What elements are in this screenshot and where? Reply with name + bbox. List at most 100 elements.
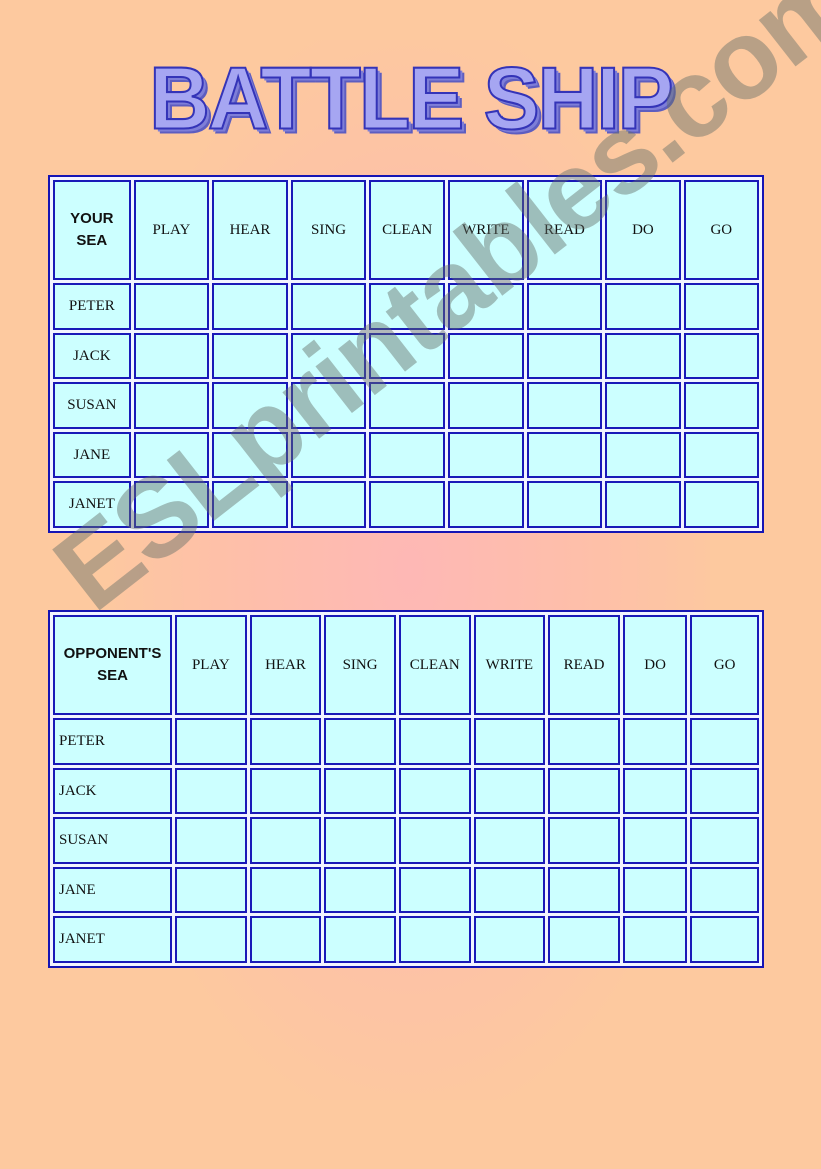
grid-cell[interactable] [398, 866, 471, 914]
grid-cell[interactable] [175, 718, 247, 765]
grid-cell[interactable] [133, 283, 210, 330]
grid-cell[interactable] [622, 767, 688, 815]
grid-cell[interactable] [290, 332, 367, 380]
grid-cell[interactable] [212, 382, 288, 429]
grid-cell[interactable] [448, 382, 524, 429]
grid-cell[interactable] [605, 431, 681, 479]
column-header: GO [683, 180, 759, 281]
grid-cell[interactable] [369, 481, 446, 528]
grid-cell[interactable] [212, 332, 288, 380]
grid-cell[interactable] [212, 481, 288, 528]
grid-cell[interactable] [290, 431, 367, 479]
row-label: JANE [53, 431, 131, 479]
grid-cell[interactable] [398, 767, 471, 815]
grid-cell[interactable] [683, 332, 759, 380]
row-label: JANET [53, 481, 131, 528]
grid-cell[interactable] [605, 283, 681, 330]
grid-cell[interactable] [690, 767, 759, 815]
grid-cell[interactable] [249, 718, 322, 765]
grid-cell[interactable] [683, 283, 759, 330]
table-row: JACK [53, 767, 759, 815]
grid-cell[interactable] [398, 718, 471, 765]
grid-cell[interactable] [622, 817, 688, 864]
grid-cell[interactable] [324, 916, 396, 963]
column-header: SING [324, 615, 396, 716]
grid-cell[interactable] [605, 332, 681, 380]
grid-cell[interactable] [175, 916, 247, 963]
grid-cell[interactable] [212, 283, 288, 330]
grid-cell[interactable] [249, 767, 322, 815]
column-header: HEAR [249, 615, 322, 716]
grid-cell[interactable] [526, 283, 603, 330]
corner-label: YOUR SEA [53, 180, 131, 281]
grid-cell[interactable] [175, 767, 247, 815]
grid-cell[interactable] [369, 332, 446, 380]
grid-cell[interactable] [448, 332, 524, 380]
corner-label-line2: SEA [97, 667, 128, 685]
grid-cell[interactable] [448, 431, 524, 479]
grid-cell[interactable] [324, 817, 396, 864]
grid-cell[interactable] [683, 431, 759, 479]
opponents-sea-grid: OPPONENT'S SEA PLAY HEAR SING CLEAN WRIT… [48, 610, 764, 968]
grid-cell[interactable] [526, 481, 603, 528]
grid-cell[interactable] [133, 431, 210, 479]
grid-cell[interactable] [473, 916, 546, 963]
column-header: READ [548, 615, 620, 716]
grid-cell[interactable] [324, 718, 396, 765]
grid-cell[interactable] [369, 283, 446, 330]
grid-cell[interactable] [369, 431, 446, 479]
corner-label-line1: OPPONENT'S [63, 645, 162, 663]
grid-cell[interactable] [133, 382, 210, 429]
header-row: OPPONENT'S SEA PLAY HEAR SING CLEAN WRIT… [53, 615, 759, 716]
grid-cell[interactable] [548, 718, 620, 765]
grid-cell[interactable] [622, 916, 688, 963]
table-row: JANE [53, 431, 759, 479]
grid-cell[interactable] [398, 817, 471, 864]
row-label: JANET [53, 916, 173, 963]
grid-cell[interactable] [249, 916, 322, 963]
grid-cell[interactable] [324, 866, 396, 914]
grid-cell[interactable] [548, 767, 620, 815]
grid-cell[interactable] [690, 866, 759, 914]
grid-cell[interactable] [605, 481, 681, 528]
grid-cell[interactable] [605, 382, 681, 429]
grid-cell[interactable] [448, 283, 524, 330]
grid-cell[interactable] [683, 481, 759, 528]
grid-cell[interactable] [473, 718, 546, 765]
grid-cell[interactable] [133, 481, 210, 528]
grid-cell[interactable] [175, 817, 247, 864]
grid-cell[interactable] [690, 817, 759, 864]
grid-cell[interactable] [249, 817, 322, 864]
table-row: JACK [53, 332, 759, 380]
grid-cell[interactable] [548, 817, 620, 864]
grid-cell[interactable] [622, 718, 688, 765]
table-row: JANE [53, 866, 759, 914]
column-header: CLEAN [369, 180, 446, 281]
grid-cell[interactable] [448, 481, 524, 528]
grid-cell[interactable] [290, 283, 367, 330]
grid-cell[interactable] [548, 866, 620, 914]
grid-cell[interactable] [398, 916, 471, 963]
grid-cell[interactable] [690, 916, 759, 963]
grid-cell[interactable] [473, 866, 546, 914]
grid-cell[interactable] [212, 431, 288, 479]
grid-cell[interactable] [249, 866, 322, 914]
grid-cell[interactable] [683, 382, 759, 429]
grid-cell[interactable] [622, 866, 688, 914]
grid-cell[interactable] [473, 817, 546, 864]
grid-cell[interactable] [290, 481, 367, 528]
grid-cell[interactable] [526, 382, 603, 429]
grid-cell[interactable] [175, 866, 247, 914]
grid-cell[interactable] [473, 767, 546, 815]
grid-cell[interactable] [526, 332, 603, 380]
grid-cell[interactable] [133, 332, 210, 380]
grid-cell[interactable] [526, 431, 603, 479]
grid-cell[interactable] [548, 916, 620, 963]
row-label: JACK [53, 332, 131, 380]
grid-cell[interactable] [324, 767, 396, 815]
column-header: DO [605, 180, 681, 281]
table-row: PETER [53, 283, 759, 330]
grid-cell[interactable] [690, 718, 759, 765]
grid-cell[interactable] [369, 382, 446, 429]
grid-cell[interactable] [290, 382, 367, 429]
